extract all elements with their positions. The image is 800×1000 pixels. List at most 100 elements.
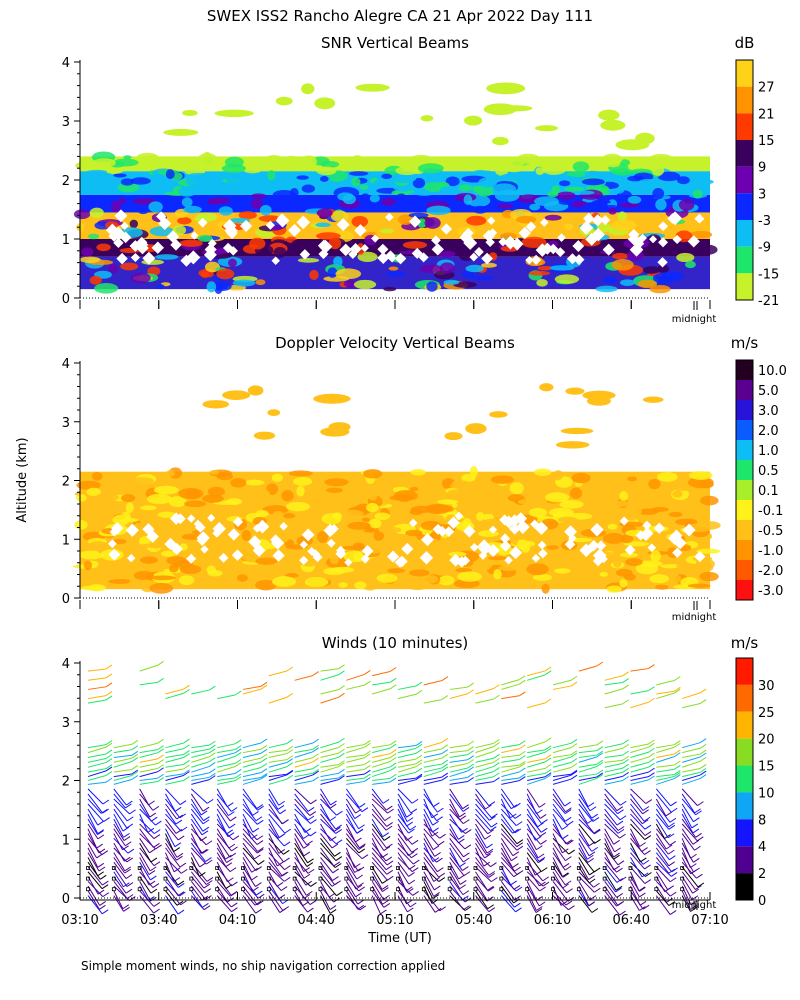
wind-barb-flag bbox=[674, 676, 681, 681]
wind-barb-flag bbox=[467, 755, 474, 761]
heatmap-patch bbox=[253, 431, 276, 440]
wind-barb-flag bbox=[228, 811, 235, 817]
wind-barb-flag bbox=[669, 877, 677, 883]
missing-data-cell bbox=[312, 552, 323, 563]
wind-barb-flag bbox=[338, 664, 345, 670]
wind-barb bbox=[87, 885, 101, 906]
wind-barb bbox=[345, 793, 363, 813]
wind-barb bbox=[578, 861, 589, 880]
wind-barb-flag bbox=[99, 901, 106, 906]
wind-barb bbox=[87, 753, 107, 758]
heatmap-texture bbox=[316, 166, 337, 176]
wind-barb bbox=[500, 798, 511, 819]
wind-barb bbox=[630, 779, 649, 785]
heatmap-texture bbox=[362, 581, 378, 591]
wind-barb-flag bbox=[358, 803, 366, 808]
heatmap-texture bbox=[125, 502, 134, 513]
wind-barb-flag bbox=[588, 851, 596, 857]
heatmap-texture bbox=[541, 163, 567, 175]
wind-barb bbox=[294, 828, 308, 846]
wind-barb bbox=[423, 788, 434, 807]
wind-barb-flag bbox=[644, 879, 652, 885]
heatmap-texture bbox=[120, 178, 134, 186]
wind-barb-flag bbox=[251, 834, 258, 840]
wind-barb bbox=[397, 798, 407, 818]
wind-barb-flag bbox=[179, 800, 187, 806]
heatmap-texture bbox=[360, 193, 370, 202]
wind-barb-flag bbox=[639, 892, 646, 898]
missing-data-cell bbox=[488, 525, 498, 534]
wind-barb-flag bbox=[338, 768, 345, 774]
wind-barb bbox=[268, 749, 287, 754]
wind-barb-flag bbox=[674, 760, 681, 766]
heatmap-patch bbox=[320, 427, 350, 437]
missing-data-cell bbox=[658, 237, 669, 248]
wind-barb-flag bbox=[381, 853, 389, 859]
wind-barb bbox=[604, 890, 617, 907]
colorbar-swatch bbox=[736, 246, 753, 274]
heatmap-texture bbox=[166, 556, 187, 565]
wind-barb bbox=[655, 788, 671, 807]
wind-barb bbox=[294, 838, 305, 857]
wind-barb bbox=[604, 788, 621, 806]
wind-barb bbox=[139, 838, 150, 854]
colorbar-label: -0.1 bbox=[758, 504, 783, 519]
wind-barb-flag bbox=[593, 882, 600, 888]
wind-barb-flag bbox=[415, 767, 423, 773]
wind-barb-flag bbox=[639, 886, 646, 892]
wind-barb-flag bbox=[596, 769, 604, 775]
wind-barb-flag bbox=[231, 881, 238, 887]
wind-barb-flag bbox=[124, 841, 132, 847]
wind-barb bbox=[449, 759, 468, 763]
wind-barb bbox=[113, 842, 125, 862]
wind-barb-flag bbox=[674, 772, 681, 777]
colorbar-swatch bbox=[736, 380, 753, 400]
wind-barb bbox=[449, 788, 464, 809]
heatmap-patch bbox=[642, 396, 664, 403]
wind-barb bbox=[371, 890, 385, 908]
wind-barb bbox=[655, 833, 667, 850]
wind-barb-flag bbox=[514, 902, 521, 908]
y-tick-label: 1 bbox=[62, 833, 70, 848]
wind-barb bbox=[320, 756, 339, 763]
wind-barb-flag bbox=[491, 877, 498, 883]
wind-barb-flag bbox=[278, 894, 286, 900]
wind-barb-flag bbox=[670, 801, 677, 807]
wind-barb-flag bbox=[335, 824, 342, 830]
wind-barb bbox=[320, 881, 330, 898]
wind-barb bbox=[500, 861, 515, 878]
heatmap-texture bbox=[592, 199, 611, 205]
heatmap-texture bbox=[341, 545, 364, 550]
wind-barb-flag bbox=[485, 804, 492, 810]
wind-barb-flag bbox=[591, 813, 598, 819]
wind-barb bbox=[578, 788, 589, 807]
wind-barb-flag bbox=[183, 760, 190, 765]
wind-barb bbox=[500, 828, 518, 847]
calm-marker bbox=[370, 866, 375, 870]
wind-barb bbox=[216, 803, 231, 822]
wind-barb-flag bbox=[202, 826, 210, 832]
wind-barb bbox=[655, 871, 669, 890]
heatmap-patch bbox=[535, 125, 558, 132]
wind-barb-flag bbox=[622, 739, 629, 745]
wind-barb bbox=[475, 742, 494, 749]
wind-barb bbox=[268, 885, 283, 904]
wind-barb-flag bbox=[441, 759, 449, 765]
wind-barb-flag bbox=[441, 753, 449, 759]
heatmap-texture bbox=[601, 153, 623, 165]
wind-barb bbox=[190, 798, 202, 816]
wind-barb bbox=[294, 866, 307, 886]
missing-data-cell bbox=[317, 239, 330, 252]
missing-data-cell bbox=[431, 243, 444, 256]
colorbar-label: 21 bbox=[758, 107, 775, 122]
wind-barb-flag bbox=[674, 686, 681, 692]
wind-barb-flag bbox=[493, 694, 500, 700]
wind-barb bbox=[320, 823, 331, 841]
wind-barb-flag bbox=[131, 753, 139, 759]
wind-barb-flag bbox=[674, 752, 681, 758]
wind-barb bbox=[371, 861, 388, 881]
missing-data-cell bbox=[667, 213, 679, 224]
heatmap-texture bbox=[692, 189, 703, 199]
